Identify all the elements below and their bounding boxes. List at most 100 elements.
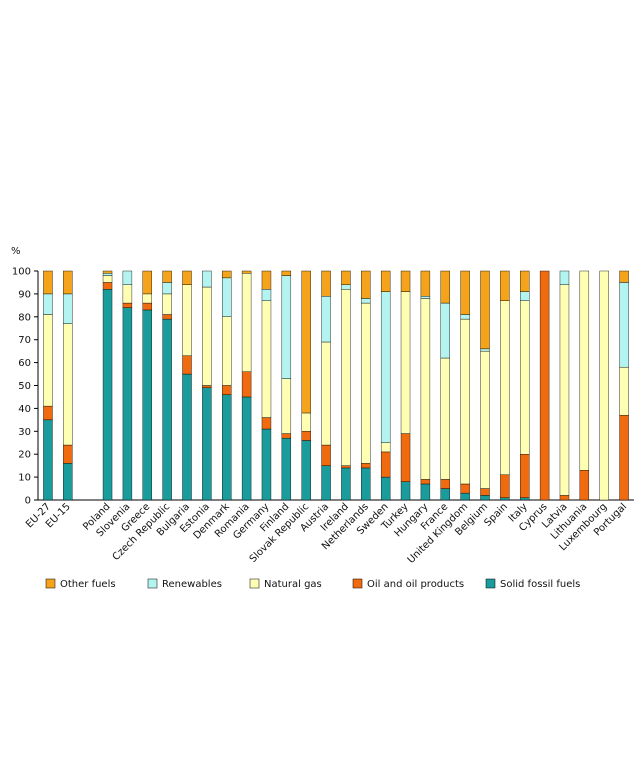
legend-label: Renewables (162, 579, 222, 590)
bar-segment-natural-gas (579, 270, 590, 471)
bar-segment-renewables (43, 293, 53, 315)
bar-segment-oil-and-oil-products (400, 433, 411, 482)
y-tick-label: 30 (18, 427, 31, 438)
bar-segment-solid-fossil-fuels (162, 318, 172, 501)
bar-segment-renewables (480, 348, 490, 352)
y-tick-label: 60 (18, 358, 31, 369)
bar-segment-natural-gas (102, 275, 113, 283)
bar-segment-oil-and-oil-products (539, 270, 550, 501)
bar-segment-oil-and-oil-products (460, 483, 470, 494)
bar-segment-renewables (460, 314, 470, 320)
bar-segment-natural-gas (420, 298, 431, 480)
bar-segment-other-fuels (261, 270, 272, 290)
bar-segment-solid-fossil-fuels (380, 476, 391, 501)
bar-segment-oil-and-oil-products (380, 451, 391, 478)
bar-segment-other-fuels (440, 270, 450, 304)
bar-segment-natural-gas (599, 270, 609, 501)
bar-segment-natural-gas (361, 302, 371, 464)
bar-segment-solid-fossil-fuels (440, 488, 450, 501)
bar-segment-oil-and-oil-products (579, 470, 590, 501)
bar-segment-oil-and-oil-products (43, 405, 53, 421)
bar-segment-solid-fossil-fuels (122, 307, 133, 501)
legend-label: Natural gas (264, 579, 322, 590)
bar-segment-solid-fossil-fuels (222, 394, 232, 501)
bar-segment-natural-gas (341, 289, 351, 466)
bar-segment-other-fuels (142, 270, 152, 295)
bar-segment-renewables (341, 284, 351, 290)
bar-segment-renewables (520, 291, 530, 301)
bar-segment-solid-fossil-fuels (520, 497, 530, 501)
bar-segment-oil-and-oil-products (63, 444, 73, 464)
bar-segment-other-fuels (222, 270, 232, 279)
bar-segment-other-fuels (460, 270, 470, 315)
bar-segment-solid-fossil-fuels (480, 495, 490, 501)
bar-segment-other-fuels (281, 270, 292, 276)
bar-segment-renewables (380, 291, 391, 443)
bar-segment-renewables (361, 298, 371, 304)
legend-swatch (45, 578, 56, 589)
bar-segment-other-fuels (321, 270, 331, 297)
bar-segment-oil-and-oil-products (321, 444, 331, 466)
y-tick-label: 90 (18, 289, 31, 300)
legend-swatch (485, 578, 496, 589)
bar-segment-oil-and-oil-products (440, 479, 450, 489)
bar-segment-oil-and-oil-products (202, 385, 212, 388)
legend-label: Oil and oil products (367, 579, 464, 590)
bar-segment-other-fuels (241, 270, 252, 274)
bar-segment-natural-gas (182, 284, 192, 356)
bar-segment-solid-fossil-fuels (182, 373, 192, 501)
bar-segment-renewables (420, 295, 431, 299)
bar-segment-oil-and-oil-products (361, 463, 371, 469)
bar-segment-renewables (202, 270, 212, 288)
bar-segment-renewables (222, 277, 232, 317)
bar-segment-solid-fossil-fuels (142, 309, 152, 501)
bar-segment-renewables (162, 282, 172, 295)
bar-segment-solid-fossil-fuels (43, 419, 53, 501)
y-tick-label: 0 (25, 496, 31, 507)
bar-segment-natural-gas (43, 314, 53, 407)
bar-segment-other-fuels (619, 270, 629, 283)
bar-segment-natural-gas (122, 284, 133, 304)
bar-segment-other-fuels (480, 270, 490, 350)
bar-segment-other-fuels (361, 270, 371, 299)
bar-segment-other-fuels (520, 270, 530, 292)
bars (43, 270, 629, 501)
legend-label: Solid fossil fuels (500, 579, 580, 590)
bar-segment-renewables (102, 273, 113, 276)
bar-segment-renewables (321, 295, 331, 343)
bar-segment-solid-fossil-fuels (321, 465, 331, 501)
bar-segment-natural-gas (222, 316, 232, 386)
bar-segment-solid-fossil-fuels (281, 437, 292, 501)
bar-segment-natural-gas (440, 357, 450, 480)
bar-segment-natural-gas (261, 300, 272, 418)
bar-segment-oil-and-oil-products (102, 282, 113, 290)
bar-segment-renewables (281, 275, 292, 379)
bar-segment-solid-fossil-fuels (420, 483, 431, 501)
bar-segment-oil-and-oil-products (520, 454, 530, 498)
bar-segment-solid-fossil-fuels (341, 467, 351, 501)
bar-segment-other-fuels (63, 270, 73, 295)
bar-segment-oil-and-oil-products (500, 474, 510, 498)
bar-segment-natural-gas (460, 318, 470, 485)
bar-segment-other-fuels (400, 270, 411, 292)
y-tick-label: 100 (12, 267, 31, 278)
legend-swatch (352, 578, 363, 589)
bar-segment-natural-gas (321, 341, 331, 446)
legend-swatch (147, 578, 158, 589)
y-tick-label: 80 (18, 312, 31, 323)
bar-segment-renewables (559, 270, 570, 285)
bar-segment-oil-and-oil-products (142, 302, 152, 311)
bar-segment-renewables (440, 302, 450, 359)
y-tick-label: 10 (18, 473, 31, 484)
bar-segment-other-fuels (102, 270, 113, 274)
bar-segment-oil-and-oil-products (619, 415, 629, 501)
bar-segment-natural-gas (301, 412, 311, 432)
legend-label: Other fuels (60, 579, 116, 590)
bar-segment-natural-gas (619, 366, 629, 416)
bar-segment-natural-gas (480, 350, 490, 489)
bar-segment-other-fuels (43, 270, 53, 295)
bar-segment-solid-fossil-fuels (63, 463, 73, 501)
